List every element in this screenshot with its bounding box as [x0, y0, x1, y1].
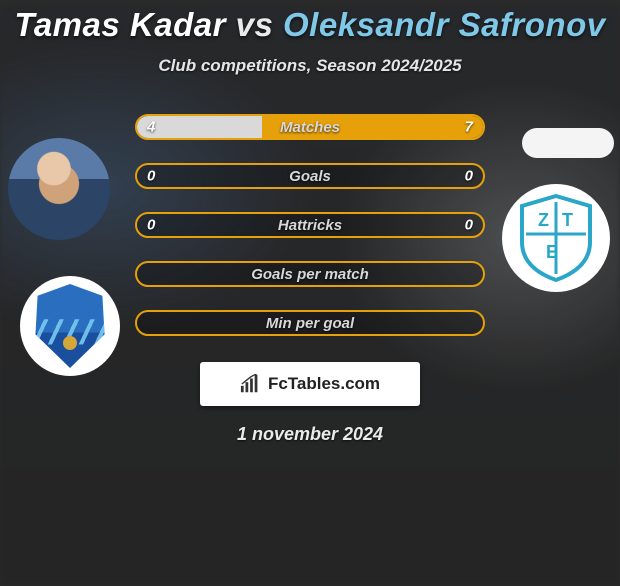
- stat-fill-left: [137, 116, 262, 138]
- stat-row: 0 0 Goals: [135, 163, 485, 189]
- badge-text: FcTables.com: [268, 374, 380, 394]
- title-player2: Oleksandr Safronov: [283, 6, 606, 43]
- stat-row: Goals per match: [135, 261, 485, 287]
- subtitle: Club competitions, Season 2024/2025: [0, 56, 620, 76]
- stat-value-right: 0: [465, 168, 473, 185]
- stat-row: 4 7 Matches: [135, 114, 485, 140]
- stat-value-right: 7: [465, 119, 473, 136]
- stat-label: Min per goal: [266, 315, 354, 332]
- stat-row: 0 0 Hattricks: [135, 212, 485, 238]
- page-title: Tamas Kadar vs Oleksandr Safronov: [0, 6, 620, 44]
- stat-label: Goals per match: [251, 266, 369, 283]
- stat-label: Goals: [289, 168, 331, 185]
- stats-list: 4 7 Matches 0 0 Goals 0 0 Hattricks Goals per mat…: [0, 114, 620, 336]
- stat-value-right: 0: [465, 217, 473, 234]
- title-vs: vs: [236, 6, 274, 43]
- stat-label: Matches: [280, 119, 340, 136]
- stat-value-left: 4: [147, 119, 155, 136]
- content-root: Tamas Kadar vs Oleksandr Safronov Club c…: [0, 6, 620, 445]
- title-player1: Tamas Kadar: [14, 6, 226, 43]
- fctables-badge[interactable]: FcTables.com: [200, 362, 420, 406]
- stat-row: Min per goal: [135, 310, 485, 336]
- chart-icon: [240, 374, 262, 394]
- stat-value-left: 0: [147, 168, 155, 185]
- date-label: 1 november 2024: [0, 424, 620, 445]
- stat-value-left: 0: [147, 217, 155, 234]
- stat-label: Hattricks: [278, 217, 342, 234]
